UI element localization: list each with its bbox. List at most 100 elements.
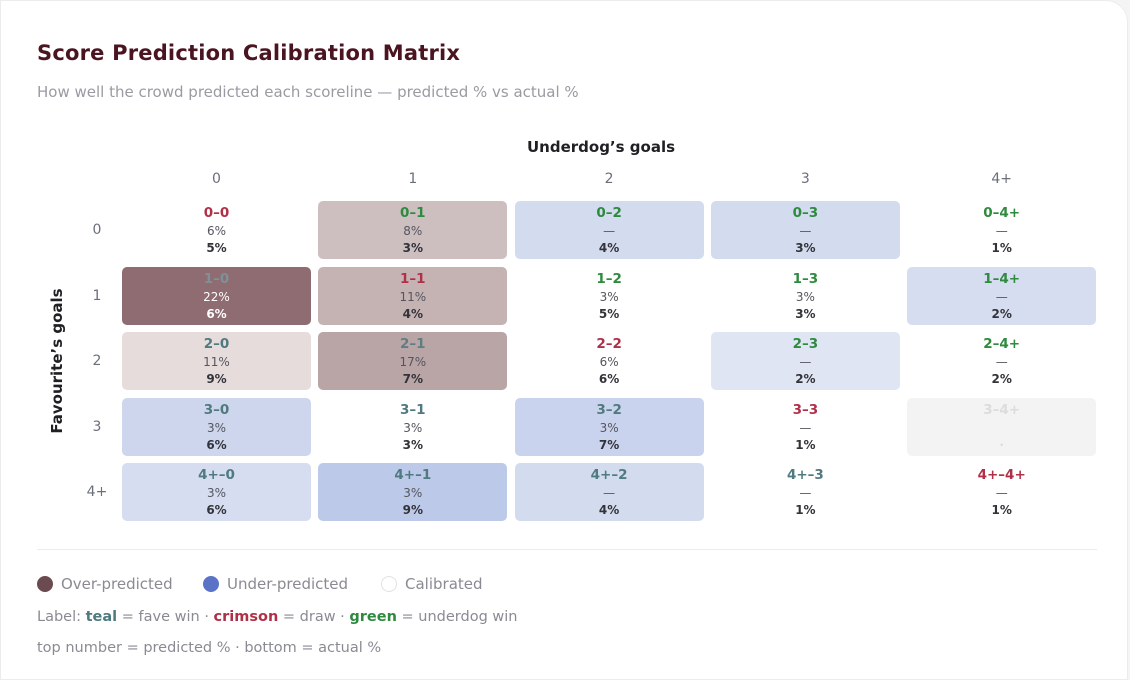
actual-value: 4% bbox=[402, 306, 423, 321]
scoreline-label: 0–3 bbox=[792, 205, 819, 221]
actual-value: 9% bbox=[402, 503, 423, 517]
scoreline-label: 1–2 bbox=[596, 270, 622, 287]
scoreline-label: 2–0 bbox=[203, 336, 230, 352]
matrix-cell: 0–2 — 4% bbox=[514, 201, 704, 259]
predicted-value: 3% bbox=[403, 420, 423, 435]
x-axis-label: Underdog’s goals bbox=[526, 138, 676, 156]
actual-value: 4% bbox=[598, 241, 620, 255]
predicted-value: — bbox=[799, 355, 812, 369]
column-header: 3 bbox=[800, 171, 810, 187]
predicted-value: 8% bbox=[403, 224, 423, 238]
matrix-cell: 4+–3 — 1% bbox=[710, 463, 900, 521]
actual-value: 3% bbox=[795, 241, 816, 255]
scoreline-label: 3–4+ bbox=[983, 401, 1021, 418]
legend-item: Under-predicted bbox=[203, 575, 348, 593]
legend-label: Under-predicted bbox=[227, 575, 349, 593]
key-word: crimson bbox=[213, 609, 279, 625]
scoreline-label: 4+–0 bbox=[198, 467, 235, 483]
scoreline-label: 4+–3 bbox=[786, 467, 824, 483]
actual-value: 9% bbox=[206, 372, 227, 386]
title: Score Prediction Calibration Matrix bbox=[37, 41, 461, 65]
actual-value: 3% bbox=[795, 306, 816, 321]
key-meaning: = underdog win bbox=[401, 609, 518, 625]
predicted-value: 3% bbox=[795, 289, 815, 304]
scoreline-label: 1–1 bbox=[400, 270, 426, 287]
predicted-value: — bbox=[995, 355, 1008, 369]
row-header: 2 bbox=[92, 353, 102, 369]
predicted-value: — bbox=[799, 224, 812, 238]
predicted-value: — bbox=[603, 224, 616, 238]
matrix-cell: 2–2 6% 6% bbox=[514, 332, 704, 390]
matrix-cell: 4+–2 — 4% bbox=[514, 463, 704, 521]
matrix-cell: 2–1 17% 7% bbox=[318, 332, 508, 390]
matrix-cell: 4+–4+ — 1% bbox=[907, 463, 1097, 521]
actual-value: 2% bbox=[795, 372, 816, 386]
legend-item: Over-predicted bbox=[37, 575, 173, 593]
column-header: 2 bbox=[604, 171, 614, 187]
matrix-cell: 2–4+ — 2% bbox=[907, 332, 1097, 390]
matrix-cell: 1–0 22% 6% bbox=[122, 266, 311, 325]
key-word: teal bbox=[85, 609, 118, 625]
scoreline-label: 0–4+ bbox=[983, 205, 1021, 221]
actual-value: 7% bbox=[402, 372, 423, 386]
scoreline-label: 1–3 bbox=[792, 270, 819, 287]
scoreline-label: 4+–4+ bbox=[977, 467, 1026, 483]
subtitle: How well the crowd predicted each scorel… bbox=[37, 83, 579, 101]
matrix-cell: 1–2 3% 5% bbox=[514, 266, 704, 325]
scoreline-label: 1–4+ bbox=[983, 270, 1021, 287]
predicted-value: 22% bbox=[203, 289, 230, 304]
matrix-cell: 3–2 3% 7% bbox=[514, 397, 704, 456]
scoreline-label: 3–3 bbox=[792, 401, 819, 418]
actual-value: 6% bbox=[206, 503, 227, 517]
actual-value: 6% bbox=[598, 372, 620, 386]
legend-label: Over-predicted bbox=[61, 575, 173, 593]
predicted-value: 11% bbox=[203, 355, 230, 369]
matrix-cell: 0–3 — 3% bbox=[710, 201, 900, 259]
matrix-cell: 1–4+ — 2% bbox=[907, 266, 1097, 325]
actual-value: 1% bbox=[991, 503, 1012, 517]
key-meaning: = fave win bbox=[121, 609, 200, 625]
actual-value: 7% bbox=[598, 437, 620, 452]
column-header: 4+ bbox=[991, 171, 1012, 187]
scoreline-label: 3–0 bbox=[203, 401, 230, 418]
scoreline-label: 3–2 bbox=[596, 401, 622, 418]
predicted-value: 3% bbox=[206, 420, 227, 435]
scoreline-label: 4+–1 bbox=[394, 467, 432, 483]
matrix-cell: 0–4+ — 1% bbox=[907, 201, 1097, 259]
actual-value: 2% bbox=[991, 306, 1012, 321]
row-header: 4+ bbox=[86, 484, 108, 500]
actual-value: 1% bbox=[795, 437, 816, 452]
predicted-value: 3% bbox=[206, 486, 227, 500]
actual-value: 5% bbox=[206, 241, 227, 255]
divider bbox=[37, 549, 1097, 550]
predicted-value: — bbox=[995, 224, 1008, 238]
matrix-cell: 1–3 3% 3% bbox=[710, 266, 900, 325]
predicted-value: — bbox=[799, 486, 812, 500]
key-meaning: = draw bbox=[282, 609, 336, 625]
scoreline-label: 2–1 bbox=[400, 336, 426, 352]
actual-value: 2% bbox=[991, 372, 1012, 386]
column-header: 0 bbox=[212, 171, 221, 187]
predicted-value: — bbox=[799, 420, 812, 435]
matrix-cell: 0–0 6% 5% bbox=[122, 201, 311, 259]
scoreline-label: 4+–2 bbox=[590, 467, 628, 483]
scoreline-label: 0–1 bbox=[400, 205, 426, 221]
row-header: 3 bbox=[92, 418, 102, 435]
actual-value: 1% bbox=[795, 503, 816, 517]
row-header: 1 bbox=[92, 287, 102, 304]
scoreline-label: 0–2 bbox=[596, 205, 622, 221]
predicted-value: 3% bbox=[403, 486, 423, 500]
separator: · bbox=[340, 609, 345, 625]
scoreline-label: 2–3 bbox=[792, 336, 819, 352]
column-header: 1 bbox=[408, 171, 418, 187]
legend-swatch bbox=[381, 576, 397, 592]
actual-value: 6% bbox=[206, 437, 227, 452]
actual-value: 3% bbox=[402, 437, 423, 452]
footer-note: top number = predicted % · bottom = actu… bbox=[37, 640, 382, 656]
actual-value: 4% bbox=[598, 503, 620, 517]
matrix-cell: 2–3 — 2% bbox=[710, 332, 900, 390]
actual-value: 6% bbox=[206, 306, 227, 321]
y-axis-label: Favourite’s goals bbox=[48, 288, 66, 434]
scoreline-label: 2–4+ bbox=[983, 336, 1021, 352]
